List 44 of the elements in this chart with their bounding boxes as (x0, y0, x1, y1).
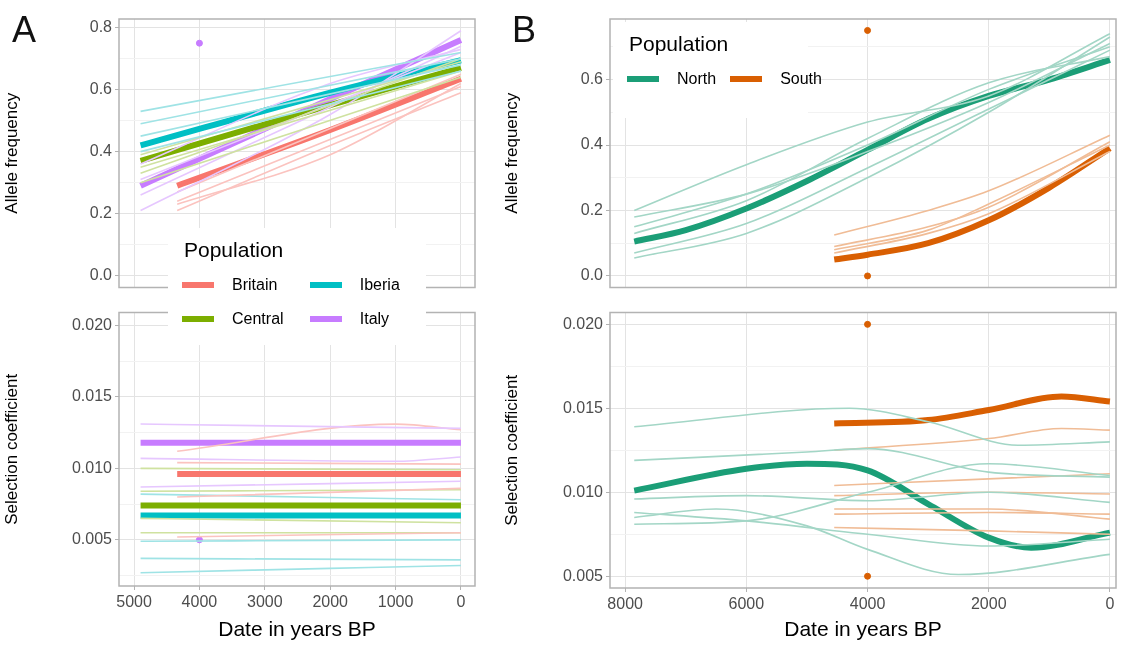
y-tick-label: 0.6 (89, 80, 113, 98)
legend-label: Italy (359, 310, 390, 328)
y-axis-title: Allele frequency (501, 92, 521, 214)
y-axis-title: Selection coefficient (501, 374, 521, 526)
y-tick-label: 0.6 (580, 69, 604, 87)
y-tick-label: 0.0 (89, 266, 113, 284)
y-tick-label: 0.8 (89, 18, 113, 36)
y-tick-label: 0.015 (71, 387, 113, 405)
y-tick-label: 0.015 (562, 398, 604, 416)
legend-label: Britain (232, 276, 278, 294)
legend-label: Iberia (359, 276, 400, 294)
x-tick-label: 2000 (970, 595, 1007, 613)
x-tick-label: 4000 (181, 593, 218, 611)
y-tick-label: 0.4 (89, 142, 113, 160)
y-tick-label: 0.2 (580, 200, 604, 218)
x-tick-label: 1000 (377, 593, 414, 611)
legend-title: Population (184, 238, 285, 262)
y-tick-label: 0.2 (89, 204, 113, 222)
y-tick-label: 0.4 (580, 135, 604, 153)
x-tick-label: 5000 (116, 593, 152, 611)
x-tick-label: 2000 (312, 593, 349, 611)
legend-title: Population (629, 32, 730, 56)
y-tick-label: 0.010 (71, 458, 113, 476)
x-tick-label: 0 (456, 593, 466, 611)
x-tick-label: 3000 (247, 593, 283, 611)
legend-label: North (677, 70, 717, 88)
x-tick-label: 4000 (849, 595, 886, 613)
y-tick-label: 0.020 (71, 315, 113, 333)
y-tick-label: 0.005 (71, 530, 113, 548)
y-tick-label: 0.020 (562, 314, 604, 332)
y-tick-label: 0.005 (562, 566, 604, 584)
legend-label: Central (232, 310, 284, 328)
chart-title: A (12, 8, 37, 50)
y-tick-label: 0.010 (562, 482, 604, 500)
x-tick-label: 8000 (607, 595, 644, 613)
y-axis-title: Selection coefficient (1, 373, 21, 525)
x-tick-label: 0 (1105, 595, 1115, 613)
legend-label: South (780, 70, 822, 88)
x-axis-title: Date in years BP (218, 617, 376, 641)
y-tick-label: 0.0 (580, 266, 604, 284)
x-tick-label: 6000 (728, 595, 765, 613)
chart-title: B (512, 8, 537, 50)
y-axis-title: Allele frequency (1, 92, 21, 214)
x-axis-title: Date in years BP (784, 617, 942, 641)
